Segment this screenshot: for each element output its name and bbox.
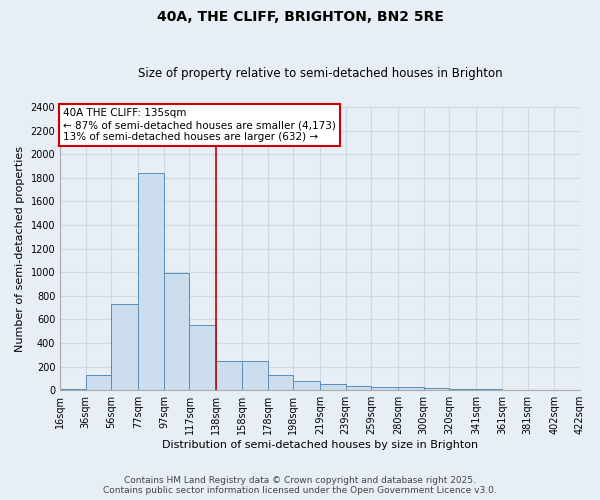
Text: 40A THE CLIFF: 135sqm
← 87% of semi-detached houses are smaller (4,173)
13% of s: 40A THE CLIFF: 135sqm ← 87% of semi-deta…	[63, 108, 335, 142]
X-axis label: Distribution of semi-detached houses by size in Brighton: Distribution of semi-detached houses by …	[162, 440, 478, 450]
Bar	[449, 389, 476, 390]
Bar	[398, 388, 424, 390]
Bar	[60, 389, 86, 390]
Bar	[268, 375, 293, 390]
Bar	[217, 362, 242, 390]
Bar	[164, 274, 190, 390]
Bar	[242, 362, 268, 390]
Bar	[320, 384, 346, 390]
Bar	[424, 388, 449, 390]
Bar	[190, 326, 217, 390]
Bar	[138, 173, 164, 390]
Bar	[293, 382, 320, 390]
Bar	[346, 386, 371, 390]
Bar	[371, 386, 398, 390]
Text: 40A, THE CLIFF, BRIGHTON, BN2 5RE: 40A, THE CLIFF, BRIGHTON, BN2 5RE	[157, 10, 443, 24]
Text: Contains HM Land Registry data © Crown copyright and database right 2025.
Contai: Contains HM Land Registry data © Crown c…	[103, 476, 497, 495]
Bar	[476, 389, 502, 390]
Y-axis label: Number of semi-detached properties: Number of semi-detached properties	[15, 146, 25, 352]
Title: Size of property relative to semi-detached houses in Brighton: Size of property relative to semi-detach…	[138, 66, 502, 80]
Bar	[112, 304, 138, 390]
Bar	[86, 375, 112, 390]
